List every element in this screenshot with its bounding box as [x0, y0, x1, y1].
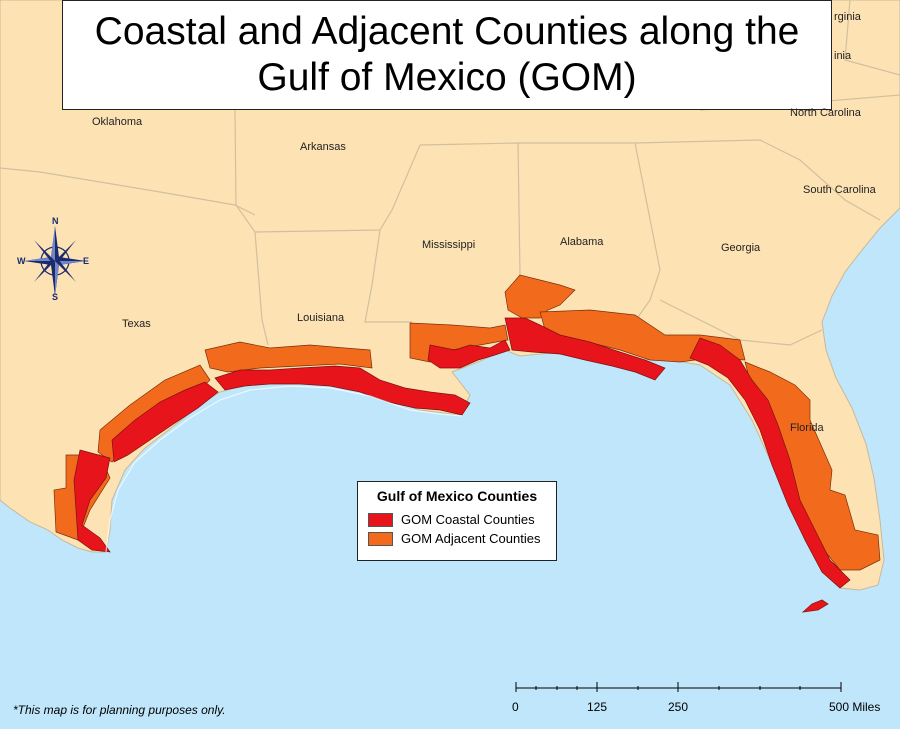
compass-west: W: [17, 256, 26, 266]
state-label-mississippi: Mississippi: [422, 239, 476, 251]
state-label-oklahoma: Oklahoma: [92, 116, 143, 128]
legend-swatch-adjacent: [368, 531, 393, 546]
state-label-alabama: Alabama: [560, 236, 604, 248]
legend-label-coastal: GOM Coastal Counties: [401, 512, 535, 527]
legend-swatch-coastal: [368, 512, 393, 527]
state-label-louisiana: Louisiana: [297, 312, 345, 324]
compass-east: E: [83, 256, 90, 266]
state-borders: [0, 0, 900, 346]
state-label-west-virginia: inia: [834, 50, 852, 62]
legend-item-adjacent: GOM Adjacent Counties: [368, 531, 546, 546]
map-legend: Gulf of Mexico Counties GOM Coastal Coun…: [357, 481, 557, 561]
legend-label-adjacent: GOM Adjacent Counties: [401, 531, 541, 546]
scale-label-250: 250: [668, 700, 689, 714]
disclaimer-text: *This map is for planning purposes only.: [13, 703, 226, 717]
florida-keys: [801, 599, 829, 613]
state-label-georgia: Georgia: [721, 242, 761, 254]
coastal-counties: [73, 317, 851, 589]
state-label-arkansas: Arkansas: [300, 141, 346, 153]
state-label-florida: Florida: [790, 422, 824, 434]
state-label-south-carolina: South Carolina: [803, 184, 876, 196]
map-title-line-1: Coastal and Adjacent Counties along the: [94, 10, 800, 53]
map-title: Coastal and Adjacent Counties along the …: [62, 0, 832, 110]
compass-north: N: [52, 216, 59, 226]
scale-label-500: 500 Miles: [829, 700, 881, 714]
compass-rose: N S E W: [12, 216, 98, 304]
scale-bar-graphic: [515, 682, 842, 692]
scale-label-0: 0: [512, 700, 519, 714]
compass-south: S: [52, 292, 59, 302]
map-title-line-2: Gulf of Mexico (GOM): [257, 56, 637, 99]
legend-title: Gulf of Mexico Counties: [376, 488, 538, 504]
coastline: [105, 385, 463, 553]
state-label-virginia: rginia: [834, 11, 861, 23]
scale-bar: 0 125 250 500 Miles: [507, 680, 897, 720]
state-label-north-carolina: North Carolina: [790, 107, 861, 119]
state-label-texas: Texas: [122, 318, 151, 330]
legend-item-coastal: GOM Coastal Counties: [368, 512, 546, 527]
scale-label-125: 125: [587, 700, 608, 714]
compass-star-icon: [24, 226, 86, 296]
